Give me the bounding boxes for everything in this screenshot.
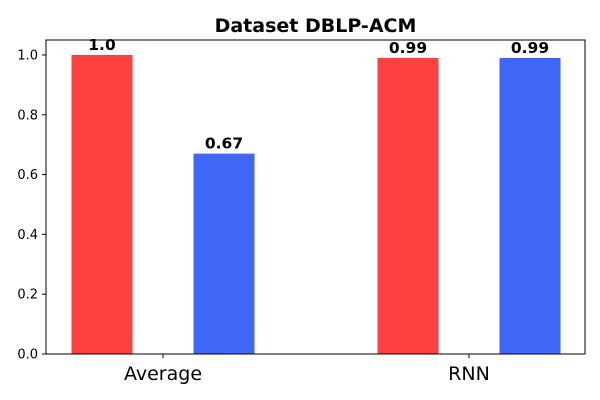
- y-axis: 0.0 0.2 0.4 0.6 0.8 1.0: [17, 48, 46, 363]
- bar-rnn-2: [499, 57, 561, 354]
- bars-layer: [71, 54, 561, 354]
- data-label-average-1: 1.0: [88, 36, 116, 54]
- chart-title: Dataset DBLP-ACM: [215, 15, 417, 37]
- x-tick-label-average: Average: [124, 363, 202, 385]
- x-tick-label-rnn: RNN: [448, 363, 490, 385]
- bar-average-1: [71, 54, 133, 354]
- y-tick-label: 0.6: [17, 168, 38, 183]
- data-labels: 1.0 0.99 0.67 0.99: [88, 36, 549, 153]
- data-label-rnn-2: 0.99: [511, 39, 549, 57]
- y-tick-label: 0.2: [17, 288, 38, 303]
- x-axis: Average RNN: [124, 354, 490, 385]
- y-tick-label: 0.4: [17, 228, 38, 243]
- y-tick-label: 1.0: [17, 48, 38, 63]
- y-tick-label: 0.0: [17, 348, 38, 363]
- data-label-average-2: 0.67: [205, 135, 243, 153]
- y-tick-label: 0.8: [17, 108, 38, 123]
- plot-frame: [45, 39, 586, 355]
- data-label-rnn-1: 0.99: [389, 39, 427, 57]
- bar-average-2: [193, 153, 255, 354]
- bar-rnn-1: [377, 57, 439, 354]
